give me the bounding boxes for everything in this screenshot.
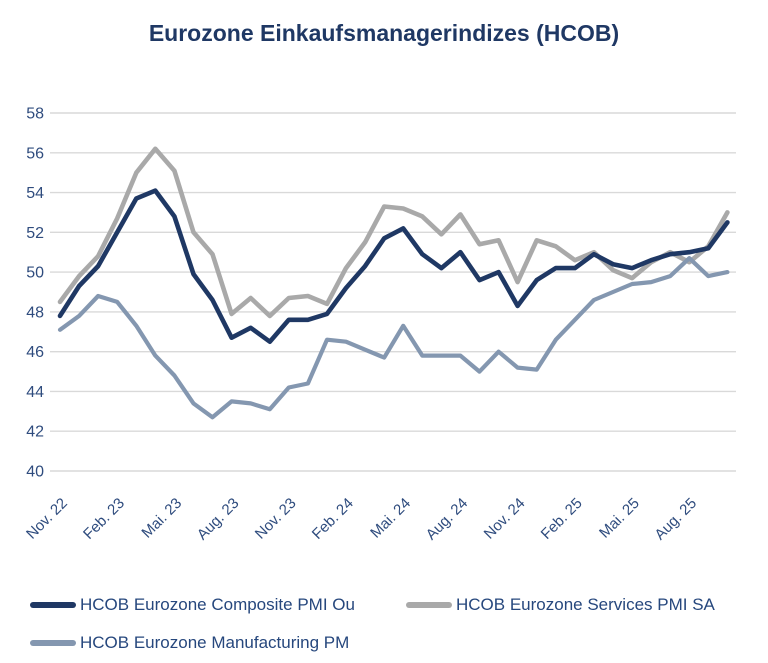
y-tick-label-48: 48 <box>26 304 44 321</box>
y-tick-label-56: 56 <box>26 145 44 162</box>
y-tick-label-54: 54 <box>26 185 44 202</box>
y-tick-label-42: 42 <box>26 424 44 441</box>
x-tick-label-mai-25: Mai. 25 <box>596 495 643 542</box>
y-tick-label-44: 44 <box>26 384 44 401</box>
y-tick-label-50: 50 <box>26 265 44 282</box>
y-tick-label-46: 46 <box>26 344 44 361</box>
x-tick-label-feb-23: Feb. 23 <box>80 495 128 543</box>
y-tick-label-58: 58 <box>26 106 44 123</box>
x-tick-label-feb-24: Feb. 24 <box>309 495 357 543</box>
x-tick-label-mai-23: Mai. 23 <box>138 495 185 542</box>
x-tick-label-nov-23: Nov. 23 <box>252 495 300 543</box>
x-tick-label-mai-24: Mai. 24 <box>367 495 414 542</box>
x-tick-label-nov-24: Nov. 24 <box>481 495 529 543</box>
x-tick-label-aug-25: Aug. 25 <box>651 495 700 544</box>
y-tick-label-40: 40 <box>26 464 44 481</box>
y-tick-label-52: 52 <box>26 225 44 242</box>
x-tick-label-aug-23: Aug. 23 <box>194 495 243 544</box>
chart-title: Eurozone Einkaufsmanagerindizes (HCOB) <box>148 20 620 46</box>
x-tick-label-feb-25: Feb. 25 <box>538 495 586 543</box>
series-line-composite <box>57 188 730 345</box>
x-tick-label-nov-22: Nov. 22 <box>23 495 71 543</box>
x-tick-label-aug-24: Aug. 24 <box>423 495 472 544</box>
series-line-manufacturing <box>57 256 730 420</box>
series-line-services <box>57 146 730 319</box>
